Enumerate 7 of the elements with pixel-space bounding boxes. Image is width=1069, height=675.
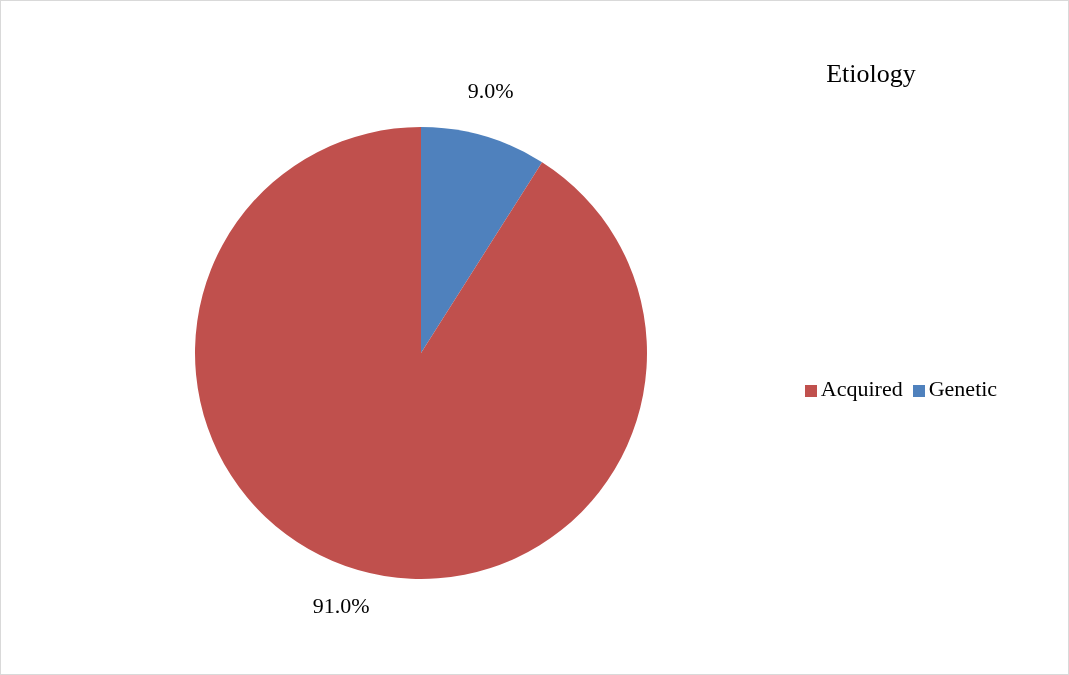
chart-title: Etiology [825,59,917,89]
legend-label: Acquired [820,376,903,401]
pie-slice [421,127,543,353]
legend-label: Genetic [928,376,998,401]
data-label: 91.0% [312,592,370,618]
pie-slice [195,127,647,579]
data-label: 9.0% [467,78,514,104]
